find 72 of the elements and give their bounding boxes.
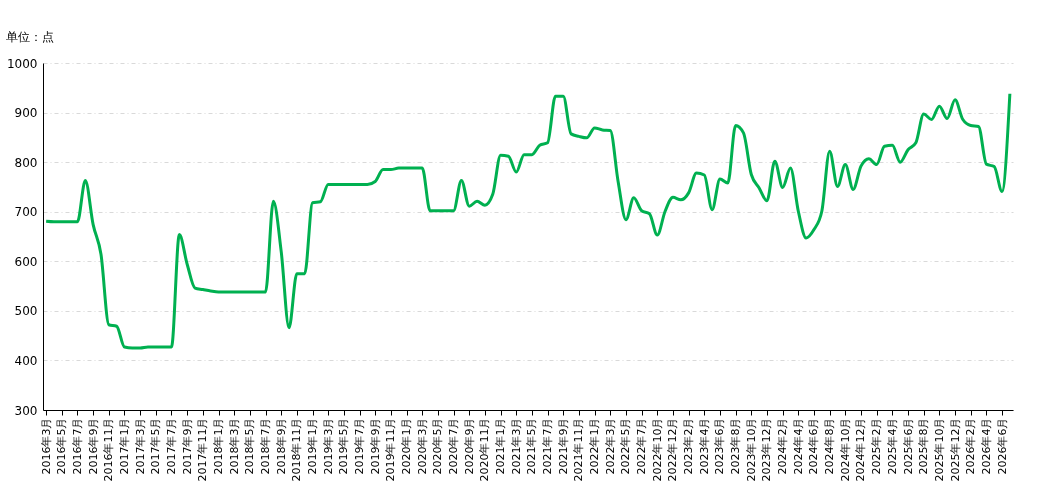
x-tick-label: 2021年3月 xyxy=(509,417,523,475)
x-tick-label: 2017年7月 xyxy=(165,417,178,475)
x-tick-label: 2018年5月 xyxy=(243,417,257,475)
x-tick-label: 2023年12月 xyxy=(760,417,774,482)
y-tick-label: 700 xyxy=(14,205,38,220)
x-tick-label: 2016年7月 xyxy=(70,417,84,475)
x-tick-label: 2018年3月 xyxy=(227,417,241,475)
y-tick-label: 500 xyxy=(14,304,38,319)
x-tick-label: 2018年9月 xyxy=(274,417,288,475)
x-tick-label: 2018年11月 xyxy=(290,417,304,482)
x-tick-label: 2016年3月 xyxy=(39,417,53,475)
x-tick-label: 2017年11月 xyxy=(196,417,210,482)
x-tick-label: 2018年1月 xyxy=(212,417,226,475)
x-tick-label: 2022年5月 xyxy=(619,417,633,475)
x-tick-label: 2025年6月 xyxy=(901,417,915,475)
x-tick-label: 2022年7月 xyxy=(635,417,649,475)
y-tick-label: 800 xyxy=(14,155,38,170)
x-tick-label: 2019年1月 xyxy=(306,417,320,475)
x-tick-label: 2016年5月 xyxy=(55,417,69,475)
y-tick-label: 1000 xyxy=(6,56,38,71)
x-tick-label: 2023年8月 xyxy=(729,417,743,475)
x-tick-label: 2020年1月 xyxy=(400,417,414,475)
x-tick-label: 2017年3月 xyxy=(133,417,147,475)
x-tick-label: 2025年2月 xyxy=(870,417,884,475)
y-tick-label: 900 xyxy=(14,106,38,121)
line-series xyxy=(44,92,1012,350)
y-tick-label: 600 xyxy=(14,254,38,269)
x-tick-label: 2024年6月 xyxy=(807,417,821,475)
x-tick-label: 2022年3月 xyxy=(603,417,617,475)
x-tick-label: 2021年5月 xyxy=(525,417,539,475)
x-tick-label: 2023年6月 xyxy=(713,417,727,475)
x-tick-label: 2020年9月 xyxy=(462,417,476,475)
x-tick-label: 2016年9月 xyxy=(86,417,100,475)
x-tick-label: 2022年10月 xyxy=(650,417,664,482)
x-tick-label: 2017年5月 xyxy=(149,417,163,475)
x-tick-label: 2025年10月 xyxy=(932,417,946,482)
x-tick-label: 2017年1月 xyxy=(117,417,131,475)
x-tick-label: 2019年9月 xyxy=(368,417,382,475)
x-tick-label: 2019年5月 xyxy=(337,417,351,475)
x-tick-label: 2020年11月 xyxy=(478,417,492,482)
x-tick-label: 2024年8月 xyxy=(823,417,837,475)
x-tick-label: 2026年6月 xyxy=(995,417,1009,475)
x-tick-label: 2021年11月 xyxy=(572,417,586,482)
x-tick-label: 2020年7月 xyxy=(447,417,461,475)
x-tick-label: 2019年11月 xyxy=(384,417,398,482)
x-tick-label: 2026年2月 xyxy=(964,417,978,475)
x-tick-label: 2026年4月 xyxy=(979,417,993,475)
x-tick-label: 2022年1月 xyxy=(588,417,602,475)
x-tick-label: 2021年9月 xyxy=(556,417,570,475)
x-tick-label: 2019年7月 xyxy=(353,417,367,475)
x-tick-label: 2023年4月 xyxy=(697,417,711,475)
x-tick-label: 2025年8月 xyxy=(917,417,931,475)
y-axis-title: 单位：点 xyxy=(5,29,54,44)
x-tick-label: 2025年4月 xyxy=(885,417,899,475)
x-tick-label: 2019年3月 xyxy=(321,417,335,475)
x-tick-label: 2024年12月 xyxy=(854,417,868,482)
x-tick-label: 2017年9月 xyxy=(180,417,194,475)
x-tick-label: 2024年10月 xyxy=(838,417,852,482)
x-tick-label: 2024年2月 xyxy=(776,417,790,475)
x-tick-label: 2022年12月 xyxy=(666,417,680,482)
y-tick-label: 400 xyxy=(14,353,38,368)
x-tick-label: 2021年7月 xyxy=(541,417,555,475)
x-tick-label: 2016年11月 xyxy=(102,417,116,482)
x-tick-label: 2021年1月 xyxy=(494,417,508,475)
x-tick-label: 2025年12月 xyxy=(948,417,962,482)
x-tick-label: 2020年5月 xyxy=(431,417,445,475)
x-tick-label: 2020年3月 xyxy=(415,417,429,475)
y-tick-label: 300 xyxy=(14,403,38,418)
x-tick-label: 2024年4月 xyxy=(791,417,805,475)
x-tick-label: 2023年10月 xyxy=(744,417,758,482)
x-tick-label: 2018年7月 xyxy=(259,417,273,475)
x-tick-label: 2023年2月 xyxy=(682,417,696,475)
